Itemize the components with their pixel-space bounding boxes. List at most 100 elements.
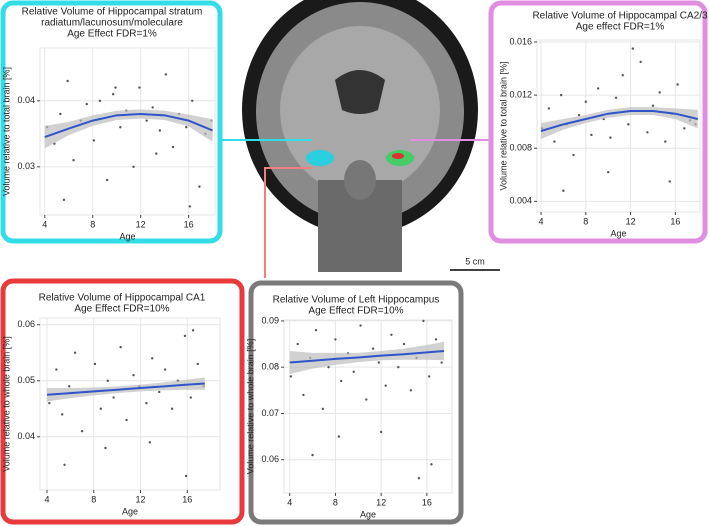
chart-subtitle: Age Effect FDR=10% bbox=[74, 304, 169, 315]
fit-line bbox=[44, 113, 213, 139]
data-point bbox=[339, 379, 343, 383]
data-point bbox=[191, 99, 194, 103]
data-point bbox=[639, 60, 642, 64]
data-point bbox=[422, 319, 425, 323]
mri-image bbox=[238, 0, 484, 272]
x-tick-label: 4 bbox=[287, 497, 292, 507]
x-tick-label: 4 bbox=[42, 219, 47, 229]
data-point bbox=[132, 373, 135, 377]
data-point bbox=[112, 396, 115, 399]
chart-title: radiatum/lacunosum/moleculare bbox=[41, 18, 183, 29]
data-point bbox=[311, 453, 314, 457]
data-point bbox=[590, 133, 593, 137]
x-axis-label: Age bbox=[610, 228, 626, 238]
x-tick-label: 12 bbox=[376, 497, 386, 507]
data-point bbox=[55, 368, 58, 371]
data-point bbox=[559, 93, 563, 97]
chart-subtitle: Age Effect FDR=10% bbox=[308, 306, 403, 317]
x-tick-label: 12 bbox=[136, 219, 146, 229]
data-point bbox=[73, 351, 77, 354]
data-point bbox=[171, 145, 175, 149]
data-point bbox=[158, 390, 161, 394]
data-point bbox=[125, 418, 128, 422]
fit-line bbox=[540, 110, 698, 132]
data-point bbox=[402, 342, 406, 346]
data-point bbox=[377, 361, 381, 364]
hippocampus-left bbox=[306, 150, 334, 166]
y-axis-label: Volume relative to whole brain [%] bbox=[1, 336, 11, 472]
data-point bbox=[384, 384, 387, 387]
data-point bbox=[132, 165, 135, 169]
data-point bbox=[397, 365, 400, 369]
x-tick-label: 16 bbox=[422, 497, 432, 507]
x-axis-label: Age bbox=[360, 509, 376, 519]
y-axis-label: Volume relative to total brain [%] bbox=[498, 61, 508, 190]
data-point bbox=[62, 198, 66, 202]
data-point bbox=[92, 139, 96, 142]
data-point bbox=[430, 463, 433, 466]
data-point bbox=[352, 370, 355, 374]
data-point bbox=[390, 333, 393, 337]
data-point bbox=[651, 104, 655, 107]
x-tick-label: 8 bbox=[583, 216, 588, 226]
data-point bbox=[646, 131, 649, 134]
y-tick-label: 0.004 bbox=[509, 196, 532, 206]
y-tick-label: 0.016 bbox=[509, 36, 532, 46]
data-point bbox=[553, 140, 556, 143]
data-point bbox=[59, 112, 62, 116]
data-point bbox=[676, 83, 679, 86]
data-point bbox=[609, 136, 612, 139]
data-point bbox=[434, 338, 438, 341]
x-tick-label: 12 bbox=[626, 216, 636, 226]
scale-label: 5 cm bbox=[465, 256, 485, 266]
data-point bbox=[106, 379, 109, 382]
data-point bbox=[427, 375, 431, 378]
data-point bbox=[48, 401, 51, 405]
data-point bbox=[683, 127, 686, 130]
data-point bbox=[189, 396, 192, 399]
data-point bbox=[572, 153, 575, 157]
data-point bbox=[289, 375, 293, 378]
chart-title: Relative Volume of Hippocampal CA1 bbox=[39, 293, 206, 304]
data-point bbox=[185, 126, 188, 129]
data-point bbox=[80, 429, 84, 433]
data-point bbox=[114, 86, 117, 89]
y-tick-label: 0.05 bbox=[17, 375, 35, 385]
y-tick-label: 0.04 bbox=[17, 431, 35, 441]
data-point bbox=[607, 170, 610, 174]
y-tick-label: 0.012 bbox=[509, 89, 532, 99]
data-point bbox=[198, 185, 201, 188]
data-point bbox=[614, 96, 618, 99]
data-point bbox=[584, 100, 588, 103]
data-point bbox=[334, 338, 337, 341]
data-point bbox=[631, 47, 635, 50]
data-point bbox=[68, 385, 71, 388]
plot-area bbox=[39, 317, 221, 491]
x-axis-label: Age bbox=[122, 506, 138, 516]
data-point bbox=[440, 361, 443, 364]
data-point bbox=[163, 368, 167, 371]
data-point bbox=[72, 159, 75, 162]
data-point bbox=[562, 189, 565, 192]
data-point bbox=[547, 107, 551, 110]
data-point bbox=[119, 345, 122, 349]
data-point bbox=[188, 205, 192, 208]
data-point bbox=[627, 123, 630, 126]
data-point bbox=[409, 389, 413, 392]
data-point bbox=[145, 119, 148, 122]
y-tick-label: 0.08 bbox=[261, 362, 279, 372]
data-point bbox=[417, 476, 421, 480]
data-point bbox=[668, 180, 671, 183]
data-point bbox=[104, 446, 107, 450]
data-point bbox=[191, 329, 195, 332]
data-point bbox=[99, 407, 102, 410]
y-axis-label: Volume relative to whole brain [%] bbox=[245, 339, 255, 475]
chart-title: Relative Volume of Hippocampal CA2/3 bbox=[532, 11, 708, 22]
data-point bbox=[379, 430, 383, 434]
ventricles bbox=[335, 70, 385, 114]
data-point bbox=[151, 106, 154, 109]
y-tick-label: 0.09 bbox=[261, 315, 279, 325]
data-point bbox=[664, 140, 667, 143]
data-point bbox=[321, 407, 325, 411]
